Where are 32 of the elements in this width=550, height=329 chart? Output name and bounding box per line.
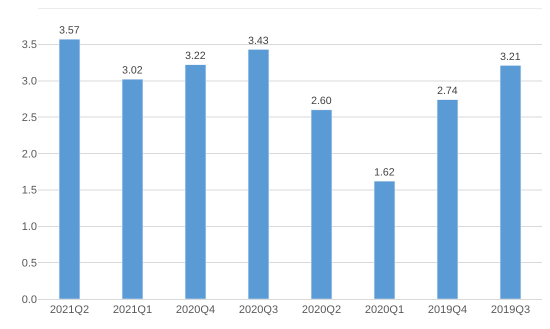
y-tick-label: 3.0	[22, 76, 37, 88]
y-tick-label: 0.0	[22, 294, 37, 306]
x-tick-label: 2020Q1	[364, 304, 404, 316]
data-label: 2.60	[311, 95, 332, 108]
y-tick-label: 0.5	[22, 257, 37, 270]
x-tick-label: 2020Q3	[238, 304, 278, 316]
data-label: 3.57	[59, 24, 80, 37]
bar	[58, 39, 80, 299]
bar	[122, 79, 144, 299]
x-tick-label: 2019Q3	[490, 304, 530, 316]
bar	[184, 64, 206, 299]
bar	[500, 65, 522, 299]
data-label: 3.02	[122, 64, 143, 77]
data-label: 2.74	[437, 85, 458, 98]
x-tick-label: 2019Q4	[428, 304, 468, 316]
x-tick-label: 2020Q2	[302, 304, 342, 316]
data-label: 3.21	[500, 50, 521, 63]
data-label: 1.62	[374, 166, 395, 179]
x-tick-label: 2021Q2	[50, 304, 90, 316]
y-tick-label: 1.0	[22, 221, 37, 234]
y-tick-label: 2.0	[22, 148, 37, 160]
x-tick-label: 2021Q1	[112, 304, 152, 316]
y-tick-label: 3.5	[22, 39, 37, 52]
data-label: 3.43	[248, 34, 269, 47]
bar	[310, 110, 332, 299]
data-label: 3.22	[185, 50, 206, 62]
y-tick-label: 1.5	[22, 184, 37, 197]
x-tick-label: 2020Q4	[176, 304, 216, 316]
bar	[248, 49, 270, 299]
bar	[436, 99, 458, 299]
bar	[374, 180, 396, 299]
y-tick-label: 2.5	[22, 112, 37, 124]
